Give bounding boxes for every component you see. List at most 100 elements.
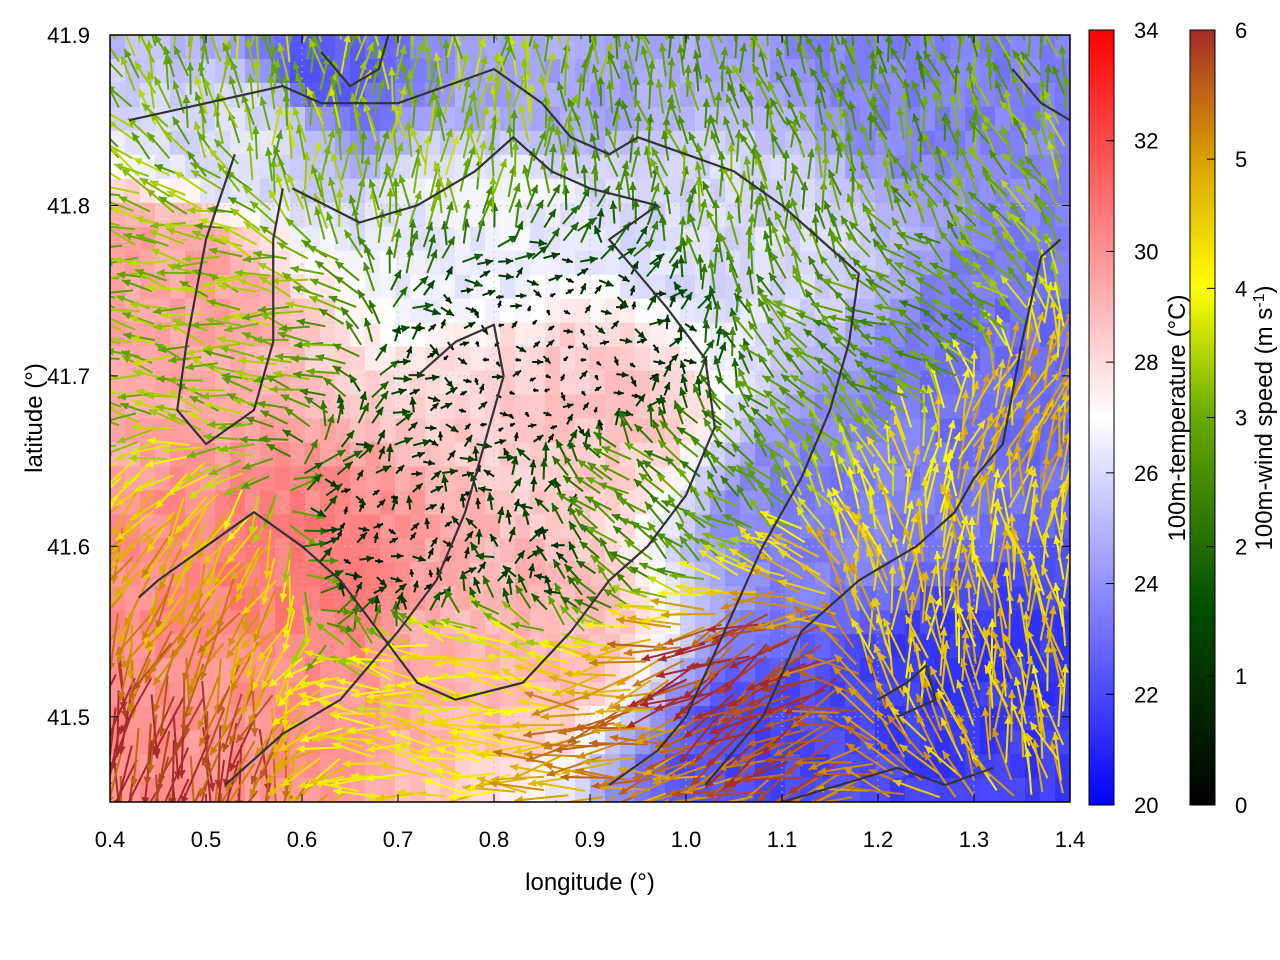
temperature-cell xyxy=(800,226,816,252)
wind-arrow-shaft xyxy=(110,308,140,313)
wind-arrow xyxy=(112,35,116,40)
temperature-cell xyxy=(290,490,306,515)
wind-arrow-head xyxy=(208,814,216,823)
temperature-cell xyxy=(275,514,291,539)
wind-arrow-head xyxy=(82,289,91,297)
wind-arrow-head xyxy=(253,23,261,31)
temperature-cell xyxy=(230,202,246,228)
temperature-cell xyxy=(275,466,291,491)
temperature-cell xyxy=(905,418,921,444)
temperature-cell xyxy=(185,178,201,204)
temperature-cell xyxy=(680,610,696,635)
temperature-cell xyxy=(485,346,501,372)
wind-arrow-head xyxy=(277,819,285,828)
temperature-cell xyxy=(335,538,351,563)
temperature-cell xyxy=(365,490,381,515)
temperature-cell xyxy=(365,226,381,252)
temperature-cell xyxy=(650,442,666,468)
temperature-cell xyxy=(215,442,231,468)
temperature-cell xyxy=(485,754,501,779)
temperature-cell xyxy=(650,538,666,563)
temperature-cell xyxy=(620,346,636,372)
wind-arrow-head xyxy=(174,10,182,19)
temperature-cell xyxy=(755,322,771,348)
temperature-cell xyxy=(335,178,351,204)
temperature-cell xyxy=(620,202,636,228)
wind-arrow-head xyxy=(85,273,93,281)
temperature-cell xyxy=(410,250,426,276)
wind-arrow-head xyxy=(97,614,104,623)
temperature-cell xyxy=(500,418,516,444)
wind-arrow-head xyxy=(310,6,318,15)
temperature-cell xyxy=(605,298,621,324)
wind-arrow-head xyxy=(92,388,100,396)
temperature-cell xyxy=(815,682,831,707)
temperature-cell xyxy=(320,706,336,731)
temperature-cell xyxy=(275,490,291,515)
wind-arrow-head xyxy=(162,829,169,838)
temperature-cell xyxy=(200,154,216,180)
temperature-cell xyxy=(575,322,591,348)
temperature-cell xyxy=(440,346,456,372)
temperature-cell xyxy=(800,106,816,132)
wind-arrow-head xyxy=(85,333,94,341)
wind-arrow-head xyxy=(240,828,248,837)
temperature-cell xyxy=(755,586,771,611)
temperature-cell xyxy=(440,274,456,300)
wind-arrow-head xyxy=(190,806,198,814)
temperature-cell xyxy=(155,538,171,563)
wind-arrow-head xyxy=(156,828,164,836)
wind-arrow-head xyxy=(310,6,317,15)
temperature-cell xyxy=(485,226,501,252)
wind-arrow-head xyxy=(364,25,371,34)
wind-arrow-head xyxy=(189,23,197,32)
wind-arrow xyxy=(264,795,271,802)
temperature-cell xyxy=(590,514,606,539)
wind-arrow-head xyxy=(366,7,374,16)
temperature-cell xyxy=(470,178,486,204)
temperature-cell xyxy=(740,730,756,755)
temperature-cell xyxy=(425,490,441,515)
temperature-cell xyxy=(725,202,741,228)
temperature-cell xyxy=(380,442,396,468)
temperature-cell xyxy=(1025,778,1041,802)
temperature-cell xyxy=(725,226,741,252)
temperature-cell xyxy=(725,178,741,204)
temperature-cell xyxy=(440,442,456,468)
temperature-cell xyxy=(320,226,336,252)
temperature-cell xyxy=(980,706,996,731)
temperature-cell xyxy=(650,346,666,372)
temperature-cell xyxy=(440,226,456,252)
temperature-cell xyxy=(365,754,381,779)
wind-arrow-head xyxy=(285,802,294,810)
temperature-cell xyxy=(470,514,486,539)
temperature-cell xyxy=(665,274,681,300)
temperature-cell xyxy=(605,274,621,300)
temperature-cell xyxy=(245,130,261,156)
temperature-cell xyxy=(305,250,321,276)
temperature-cell xyxy=(755,59,771,84)
wind-arrow-head xyxy=(86,160,95,168)
temperature-cell xyxy=(515,346,531,372)
wind-arrow-head xyxy=(101,607,109,616)
temperature-cell xyxy=(545,298,561,324)
temperature-cell xyxy=(455,82,471,108)
temperature-cell xyxy=(170,202,186,228)
wind-arrow-head xyxy=(99,588,106,597)
temperature-cell xyxy=(500,226,516,252)
temperature-cell xyxy=(515,226,531,252)
temperature-cell xyxy=(635,178,651,204)
wind-arrow-head xyxy=(95,333,104,341)
temperature-cell xyxy=(155,202,171,228)
temperature-cell xyxy=(560,346,576,372)
temperature-cell xyxy=(1025,202,1041,228)
temperature-cell xyxy=(410,298,426,324)
wind-arrow-shaft xyxy=(394,35,397,42)
temperature-cell xyxy=(380,298,396,324)
temperature-cell xyxy=(395,562,411,587)
wind-arrow-head xyxy=(328,3,335,12)
temperature-cell xyxy=(425,586,441,611)
temperature-cell xyxy=(530,154,546,180)
temperature-cell xyxy=(590,370,606,396)
wind-arrow-head xyxy=(90,244,98,252)
